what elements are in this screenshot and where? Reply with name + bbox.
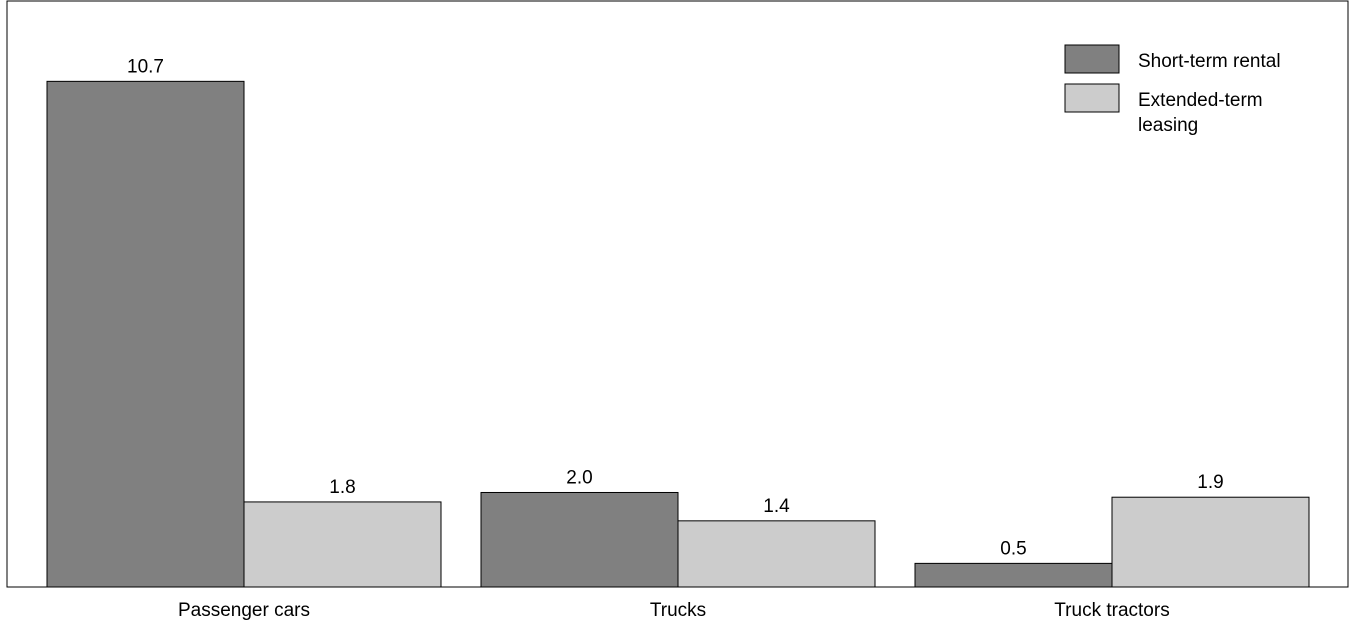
x-tick-label-2: Truck tractors — [1054, 600, 1169, 621]
legend-label-1-0: Extended-term — [1138, 90, 1263, 111]
legend-swatch-short-term — [1064, 44, 1120, 74]
legend-swatch-extended-term — [1064, 83, 1120, 113]
legend: Short-term rental Extended-term leasing — [1064, 44, 1281, 136]
legend-label-0-0: Short-term rental — [1138, 51, 1281, 72]
data-labels-group: 10.7 1.8 2.0 1.4 0.5 1.9 — [127, 56, 1224, 559]
bar-extended-term-1 — [677, 520, 876, 588]
data-label-0-1: 2.0 — [566, 467, 592, 488]
x-tick-labels-group: Passenger cars Trucks Truck tractors — [178, 600, 1170, 621]
bar-extended-term-2 — [1111, 496, 1310, 588]
x-tick-label-1: Trucks — [650, 600, 706, 621]
data-label-1-0: 1.8 — [329, 477, 355, 498]
data-label-1-2: 1.9 — [1197, 472, 1223, 493]
x-tick-label-0: Passenger cars — [178, 600, 310, 621]
data-label-0-2: 0.5 — [1000, 538, 1026, 559]
bar-short-term-2 — [914, 562, 1113, 588]
bars-group — [46, 80, 1310, 588]
bar-extended-term-0 — [243, 501, 442, 588]
bar-short-term-1 — [480, 491, 679, 588]
data-label-0-0: 10.7 — [127, 56, 164, 77]
legend-label-1-1: leasing — [1138, 115, 1198, 136]
bar-short-term-0 — [46, 80, 245, 588]
data-label-1-1: 1.4 — [763, 496, 790, 517]
